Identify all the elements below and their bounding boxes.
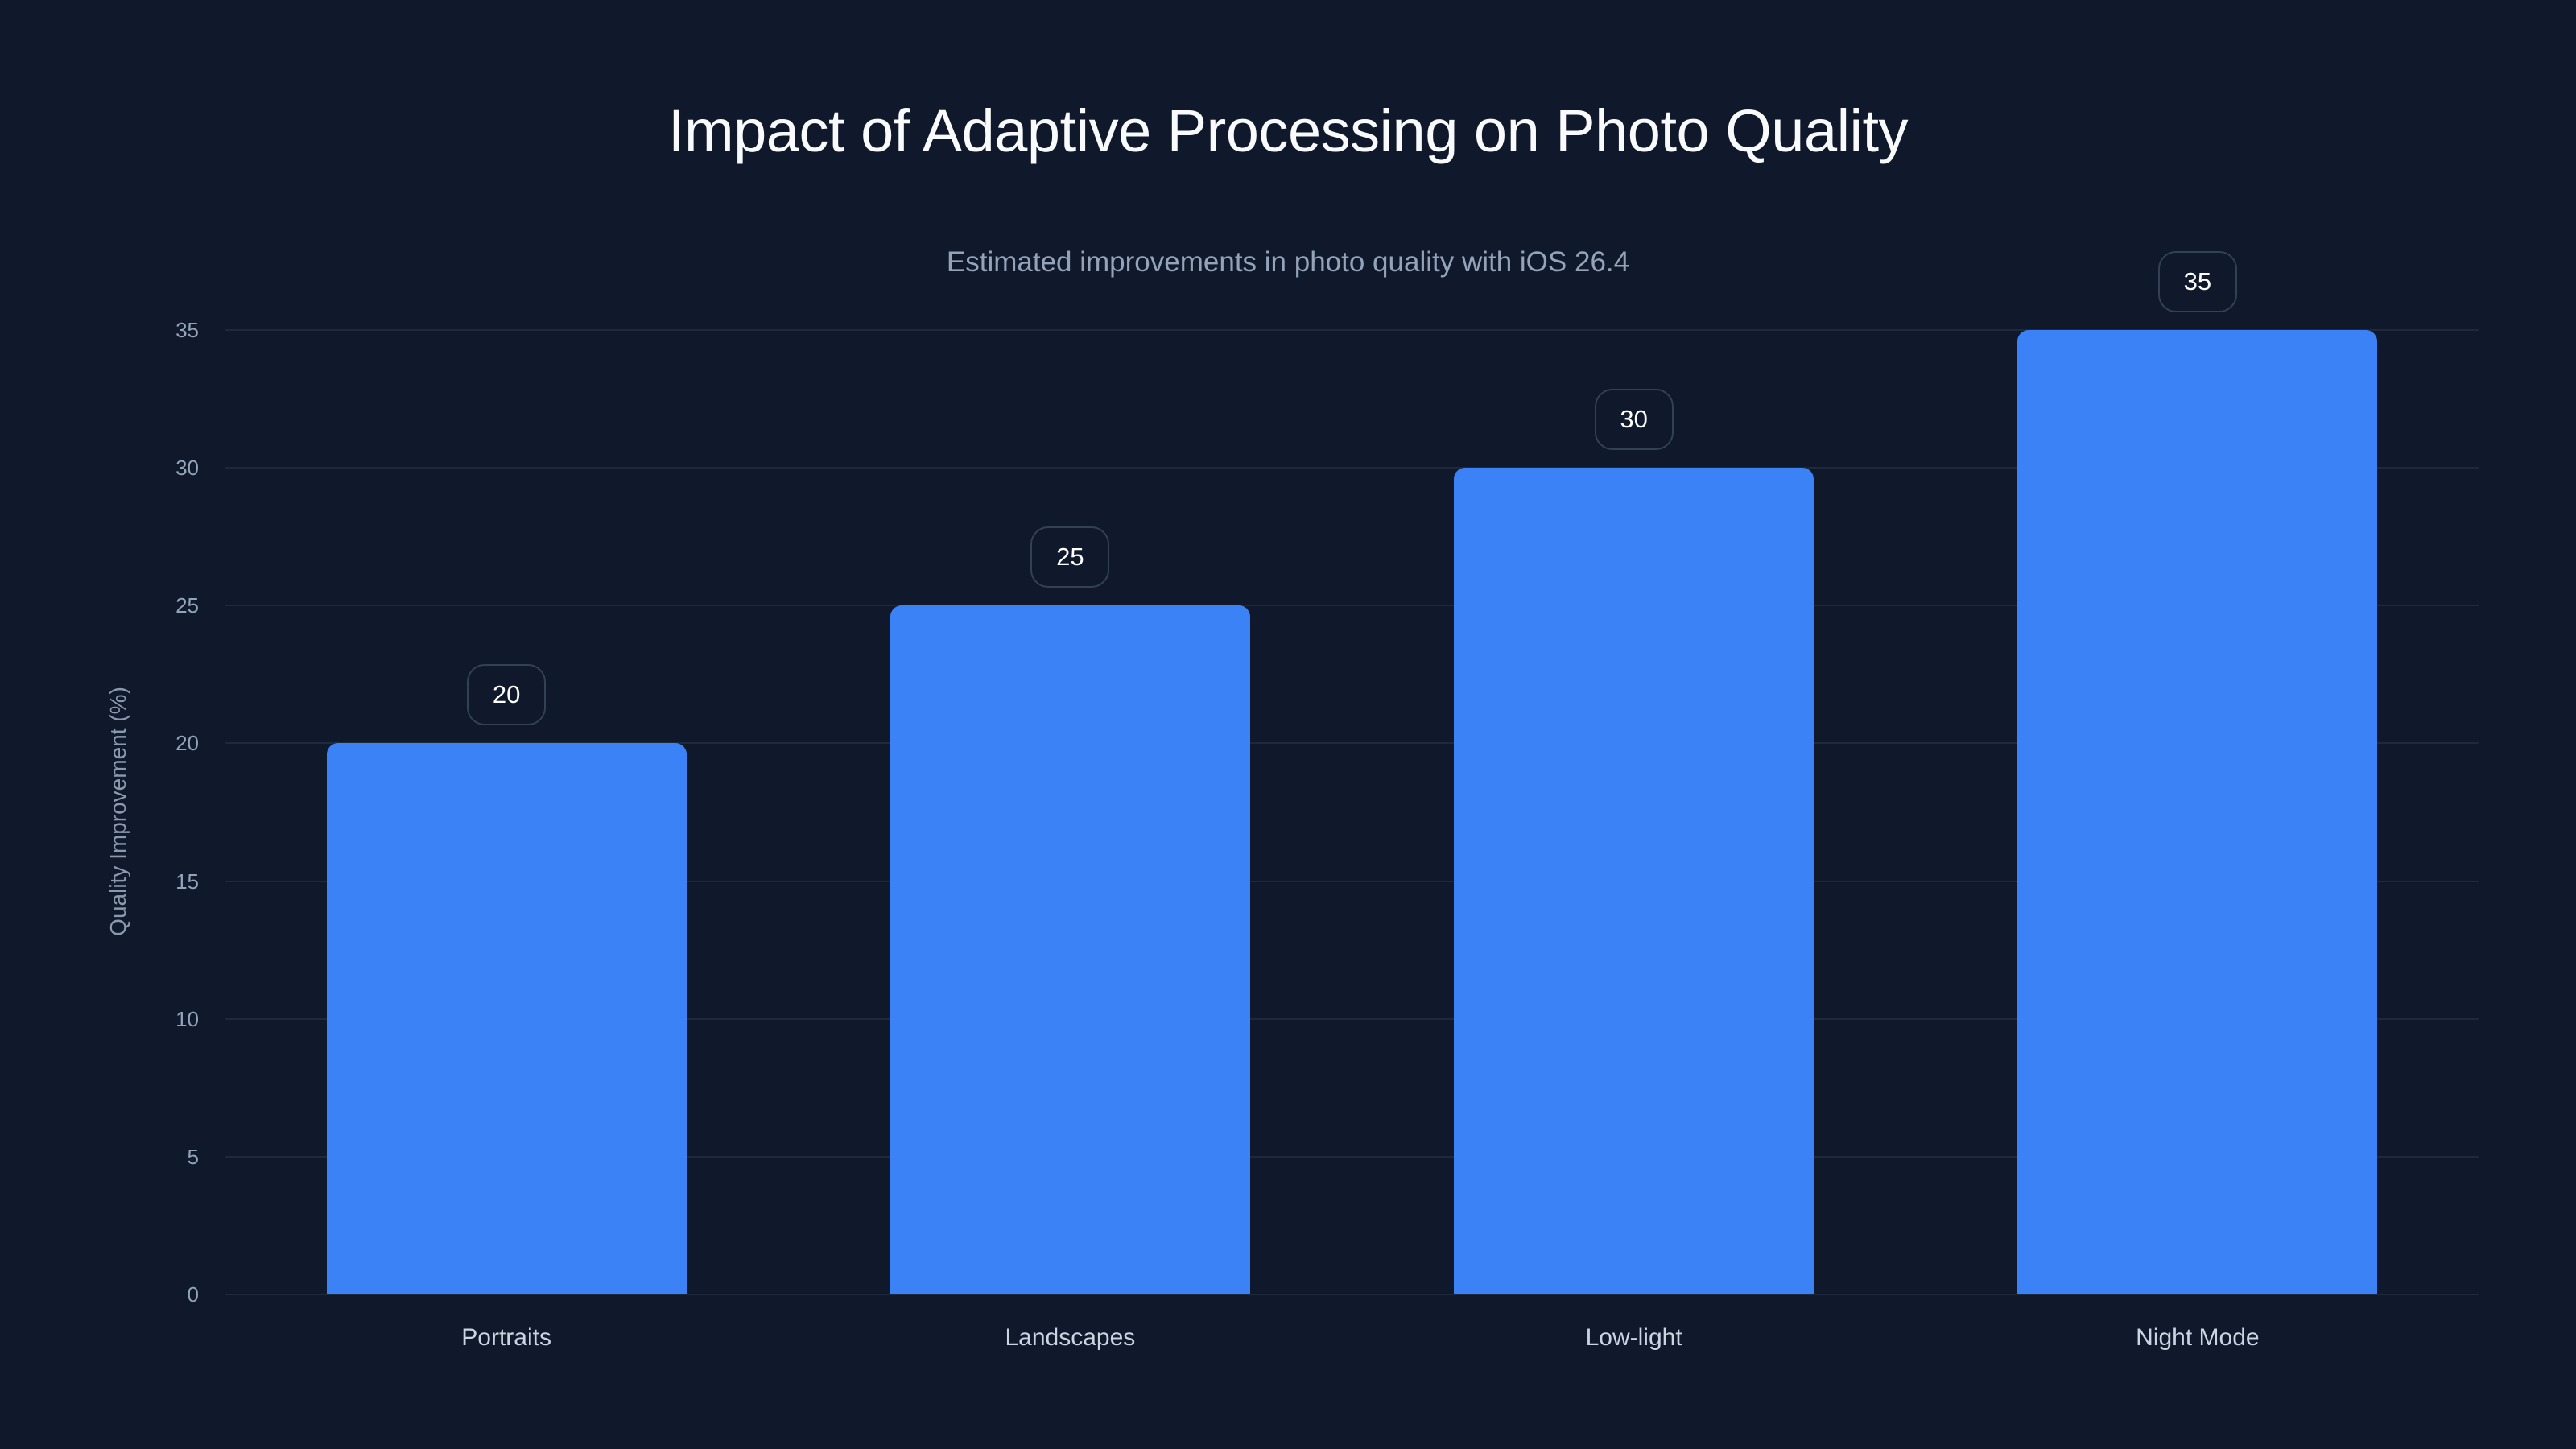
gridline (225, 1155, 2479, 1158)
gridline (225, 1018, 2479, 1020)
gridline (225, 880, 2479, 882)
y-tick-label: 25 (175, 593, 199, 618)
value-label: 25 (1030, 526, 1110, 588)
chart-subtitle: Estimated improvements in photo quality … (946, 246, 1630, 278)
gridline (225, 1294, 2479, 1295)
y-tick-label: 15 (175, 869, 199, 894)
y-tick-label: 35 (175, 318, 199, 342)
y-tick-label: 10 (175, 1006, 199, 1031)
plot-area: 0 5 10 15 20 25 30 35 20 25 30 35 (175, 251, 2479, 1307)
bar-landscapes[interactable] (890, 605, 1250, 1294)
y-tick-label: 20 (175, 731, 199, 756)
gridline (225, 329, 2479, 331)
bar-night-mode[interactable] (2017, 330, 2378, 1294)
bar-low-light[interactable] (1454, 468, 1814, 1294)
x-tick-label: Portraits (461, 1324, 551, 1351)
gridline (225, 467, 2479, 469)
value-label: 20 (467, 664, 547, 726)
gridline (225, 742, 2479, 745)
y-axis-title: Quality Improvement (%) (105, 687, 130, 936)
y-tick-label: 30 (175, 456, 199, 481)
x-tick-label: Night Mode (2136, 1324, 2260, 1351)
y-tick-label: 0 (187, 1282, 199, 1307)
x-tick-label: Landscapes (1005, 1324, 1136, 1351)
x-tick-label: Low-light (1585, 1324, 1682, 1351)
gridline (225, 605, 2479, 607)
value-label: 35 (2157, 251, 2237, 312)
value-label: 30 (1594, 389, 1674, 451)
bar-portraits[interactable] (326, 743, 687, 1294)
y-tick-label: 5 (187, 1144, 199, 1169)
chart-title: Impact of Adaptive Processing on Photo Q… (667, 97, 1909, 164)
